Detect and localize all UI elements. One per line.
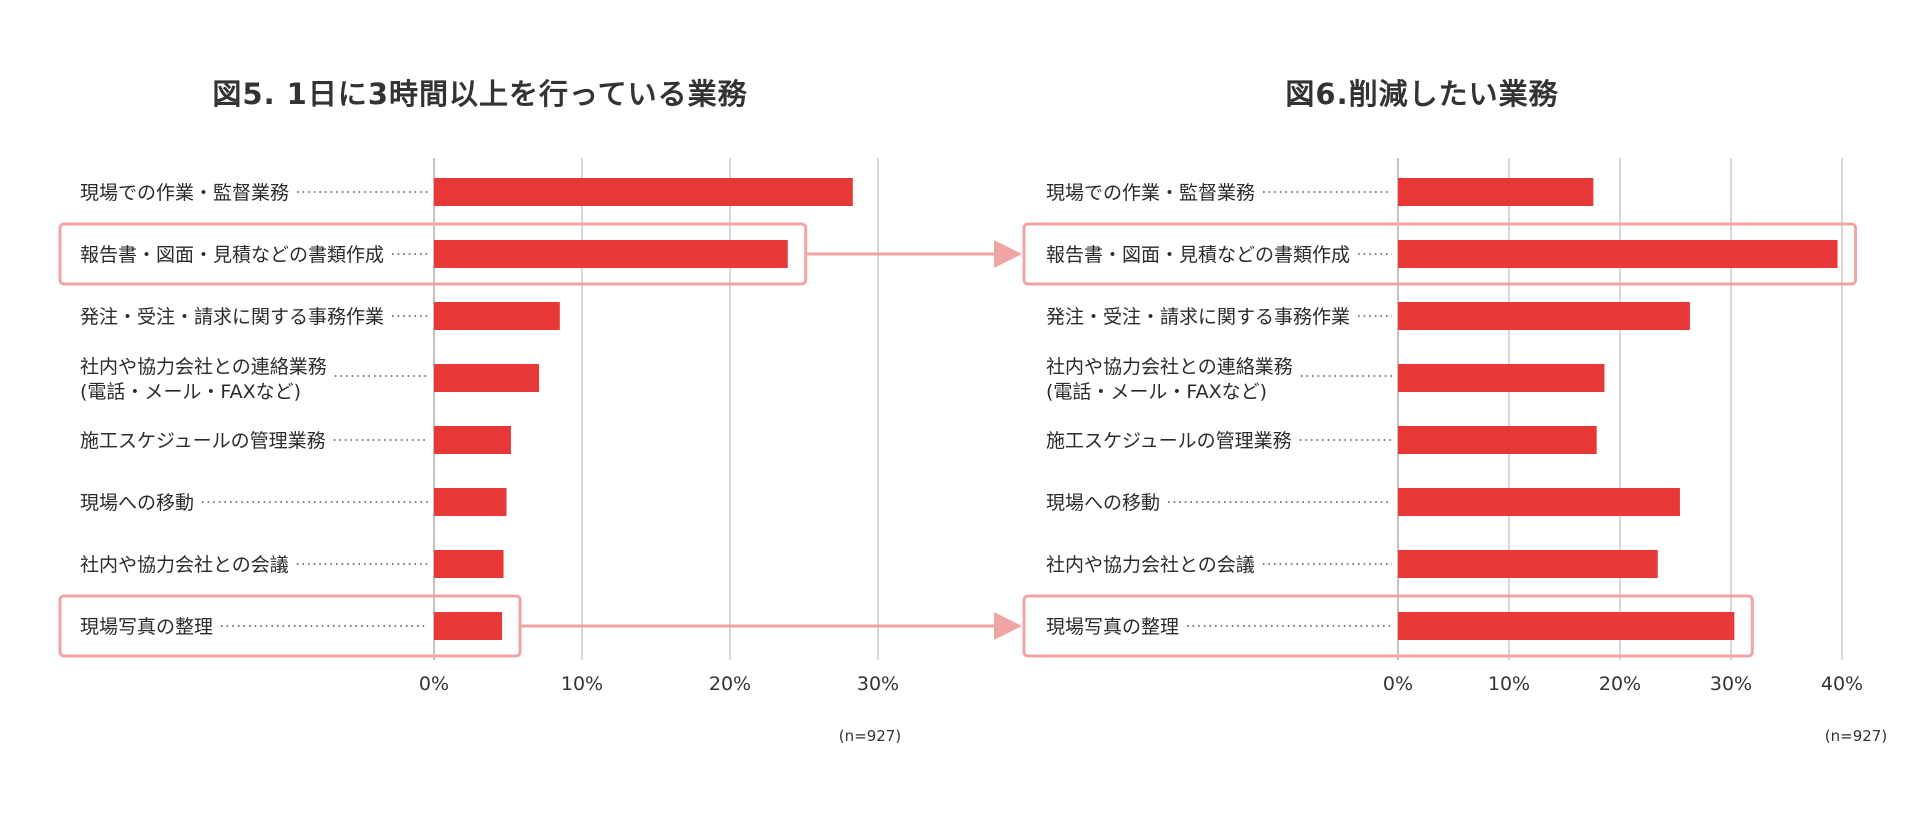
category-label: 施工スケジュールの管理業務 — [1046, 430, 1292, 452]
x-tick-label: 0% — [419, 673, 449, 695]
bar — [434, 240, 788, 268]
bar — [1398, 426, 1597, 454]
category-label: 現場写真の整理 — [80, 616, 213, 638]
bars-layer — [434, 178, 1838, 640]
category-label: (電話・メール・FAXなど) — [1046, 381, 1267, 403]
chart-title: 図6.削減したい業務 — [1285, 77, 1558, 111]
category-label: 発注・受注・請求に関する事務作業 — [1046, 306, 1350, 328]
grid-layer — [202, 158, 1843, 660]
category-label: (電話・メール・FAXなど) — [80, 381, 301, 403]
bar — [434, 426, 511, 454]
x-tick-label: 30% — [1710, 673, 1752, 695]
category-label: 報告書・図面・見積などの書類作成 — [80, 244, 384, 266]
bar — [1398, 550, 1658, 578]
x-tick-label: 20% — [709, 673, 751, 695]
category-label: 現場での作業・監督業務 — [80, 182, 289, 204]
sample-size-note: (n=927) — [1825, 727, 1887, 745]
bar — [1398, 302, 1690, 330]
category-label: 報告書・図面・見積などの書類作成 — [1046, 244, 1350, 266]
bar — [1398, 364, 1605, 392]
category-label: 社内や協力会社との連絡業務 — [1046, 356, 1293, 378]
arrow-head-icon — [994, 240, 1022, 268]
category-label: 社内や協力会社との会議 — [80, 554, 289, 576]
x-tick-label: 40% — [1821, 673, 1863, 695]
bar — [434, 550, 504, 578]
arrow-head-icon — [994, 612, 1022, 640]
bar — [1398, 178, 1594, 206]
x-tick-label: 30% — [857, 673, 899, 695]
x-tick-label: 0% — [1383, 673, 1413, 695]
bar — [1398, 240, 1838, 268]
sample-size-note: (n=927) — [839, 727, 901, 745]
highlight-box — [1022, 594, 1754, 658]
highlight-box — [1022, 222, 1858, 286]
category-label: 現場写真の整理 — [1046, 616, 1179, 638]
category-label: 現場への移動 — [80, 492, 194, 514]
x-tick-label: 20% — [1599, 673, 1641, 695]
bar — [1398, 488, 1680, 516]
bar — [434, 178, 853, 206]
category-label: 社内や協力会社との連絡業務 — [80, 356, 327, 378]
category-label: 現場への移動 — [1046, 492, 1160, 514]
text-layer: 図5. 1日に3時間以上を行っている業務 0% 10% 20% 30% (n=927) 現場… — [80, 77, 1887, 745]
bar — [1398, 612, 1735, 640]
bar — [434, 364, 540, 392]
chart-title: 図5. 1日に3時間以上を行っている業務 — [212, 77, 747, 111]
x-tick-label: 10% — [1488, 673, 1530, 695]
category-label: 発注・受注・請求に関する事務作業 — [80, 306, 384, 328]
bar — [434, 612, 503, 640]
category-label: 現場での作業・監督業務 — [1046, 182, 1255, 204]
category-label: 社内や協力会社との会議 — [1046, 554, 1255, 576]
x-tick-label: 10% — [561, 673, 603, 695]
category-label: 施工スケジュールの管理業務 — [80, 430, 326, 452]
highlight-layer — [58, 222, 1858, 658]
bar — [434, 488, 507, 516]
highlight-box — [58, 594, 522, 658]
bar — [434, 302, 560, 330]
